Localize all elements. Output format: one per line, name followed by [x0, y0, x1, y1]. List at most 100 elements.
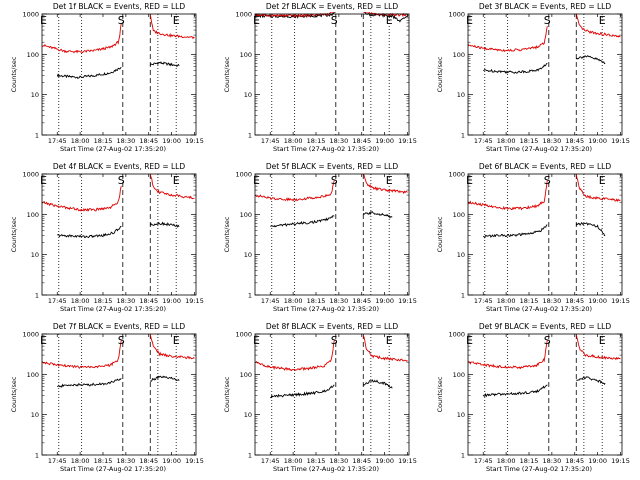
x-tick-label: 19:15	[611, 457, 630, 465]
series-events-0	[483, 62, 548, 74]
interval-marker-e: E	[386, 174, 393, 187]
y-tick-label: 100	[240, 51, 252, 59]
plot-frame	[467, 333, 623, 456]
chart-panel-4f: Det 4f BLACK = Events, RED = LLD 17:45 18:…	[10, 162, 204, 313]
x-tick-label: 18:30	[116, 457, 135, 465]
y-tick-label: 100	[453, 211, 465, 219]
plot-frame	[254, 333, 410, 456]
x-tick-label: 19:00	[588, 297, 607, 305]
series-group	[468, 334, 621, 398]
plot-frame	[467, 173, 623, 296]
y-axis-label: Counts/sec	[223, 216, 231, 252]
chart-title: Det 5f BLACK = Events, RED = LLD	[266, 162, 399, 171]
chart-title: Det 1f BLACK = Events, RED = LLD	[53, 2, 186, 11]
x-tick-label: 18:45	[352, 137, 371, 145]
chart-panel-8f: Det 8f BLACK = Events, RED = LLD 17:45 18:…	[223, 322, 417, 473]
x-axis-label: Start Time (27-Aug-02 17:35:20)	[60, 305, 166, 313]
y-tick-label: 1	[461, 132, 465, 140]
interval-marker-e: E	[466, 174, 473, 187]
y-tick-label: 10	[457, 91, 465, 99]
x-tick-label: 18:30	[542, 457, 561, 465]
y-tick-label: 10	[31, 411, 39, 419]
x-tick-label: 17:45	[48, 457, 67, 465]
x-tick-label: 18:45	[565, 297, 584, 305]
x-tick-label: 18:00	[71, 297, 90, 305]
y-axis-label: Counts/sec	[10, 376, 18, 412]
interval-marker-e: E	[599, 334, 606, 347]
series-events-0	[56, 66, 122, 79]
y-axis-label: Counts/sec	[223, 376, 231, 412]
interval-marker-s: S	[118, 14, 125, 27]
series-group	[468, 174, 621, 239]
x-tick-label: 19:00	[588, 137, 607, 145]
series-lld-3	[575, 334, 621, 361]
x-tick-label: 18:00	[497, 297, 516, 305]
x-axis-label: Start Time (27-Aug-02 17:35:20)	[486, 145, 592, 153]
series-lld-2	[42, 340, 122, 369]
x-tick-label: 18:30	[116, 137, 135, 145]
chart-panel-1f: Det 1f BLACK = Events, RED = LLD 17:45 18:…	[10, 2, 204, 153]
series-lld-2	[42, 22, 122, 54]
interval-marker-e: E	[40, 174, 47, 187]
series-lld-2	[468, 180, 548, 211]
chart-title: Det 8f BLACK = Events, RED = LLD	[266, 322, 399, 331]
series-events-0	[270, 215, 335, 228]
series-events-1	[362, 379, 393, 389]
x-tick-label: 17:45	[474, 457, 493, 465]
series-events-0	[270, 384, 335, 399]
x-tick-label: 18:00	[71, 137, 90, 145]
interval-marker-e: E	[40, 334, 47, 347]
series-events-1	[149, 61, 180, 68]
y-tick-label: 100	[27, 371, 39, 379]
x-tick-label: 18:15	[94, 137, 113, 145]
chart-panel-2f: Det 2f BLACK = Events, RED = LLD 17:45 18:…	[223, 2, 417, 153]
series-group	[42, 174, 195, 239]
x-tick-label: 18:30	[116, 297, 135, 305]
chart-title: Det 9f BLACK = Events, RED = LLD	[479, 322, 612, 331]
plot-frame	[41, 333, 197, 456]
interval-marker-e: E	[253, 334, 260, 347]
chart-panel-5f: Det 5f BLACK = Events, RED = LLD 17:45 18:…	[223, 162, 417, 313]
interval-marker-e: E	[173, 14, 180, 27]
x-tick-label: 17:45	[48, 297, 67, 305]
x-tick-label: 19:00	[375, 297, 394, 305]
x-tick-label: 17:45	[474, 137, 493, 145]
x-tick-label: 19:00	[375, 457, 394, 465]
series-lld-2	[42, 185, 122, 212]
y-tick-label: 10	[31, 251, 39, 259]
x-tick-label: 19:00	[588, 457, 607, 465]
x-tick-label: 19:15	[398, 457, 417, 465]
interval-marker-e: E	[253, 174, 260, 187]
y-tick-label: 1000	[22, 11, 39, 19]
series-events-0	[482, 384, 548, 398]
y-tick-label: 1000	[448, 11, 465, 19]
y-tick-label: 1	[35, 452, 39, 460]
plot-frame	[41, 13, 197, 136]
series-lld-3	[575, 13, 621, 38]
y-tick-label: 100	[240, 371, 252, 379]
y-tick-label: 100	[453, 51, 465, 59]
interval-marker-s: S	[331, 174, 338, 187]
interval-marker-e: E	[173, 174, 180, 187]
x-tick-label: 18:00	[497, 137, 516, 145]
y-tick-label: 10	[31, 91, 39, 99]
x-tick-label: 18:45	[352, 297, 371, 305]
chart-panel-3f: Det 3f BLACK = Events, RED = LLD 17:45 18:…	[436, 2, 630, 153]
x-tick-label: 18:45	[139, 457, 158, 465]
plot-frame	[467, 13, 623, 136]
x-tick-label: 18:00	[284, 137, 303, 145]
x-tick-label: 17:45	[474, 297, 493, 305]
y-axis-label: Counts/sec	[436, 56, 444, 92]
x-tick-label: 17:45	[48, 137, 67, 145]
x-tick-label: 17:45	[261, 457, 280, 465]
x-tick-label: 18:30	[329, 457, 348, 465]
y-tick-label: 1	[461, 292, 465, 300]
x-tick-label: 17:45	[261, 137, 280, 145]
x-axis-label: Start Time (27-Aug-02 17:35:20)	[273, 465, 379, 473]
series-events-1	[576, 375, 606, 385]
chart-title: Det 6f BLACK = Events, RED = LLD	[479, 162, 612, 171]
y-axis-label: Counts/sec	[223, 56, 231, 92]
x-axis-label: Start Time (27-Aug-02 17:35:20)	[486, 465, 592, 473]
x-tick-label: 19:15	[398, 137, 417, 145]
x-tick-label: 18:30	[542, 297, 561, 305]
